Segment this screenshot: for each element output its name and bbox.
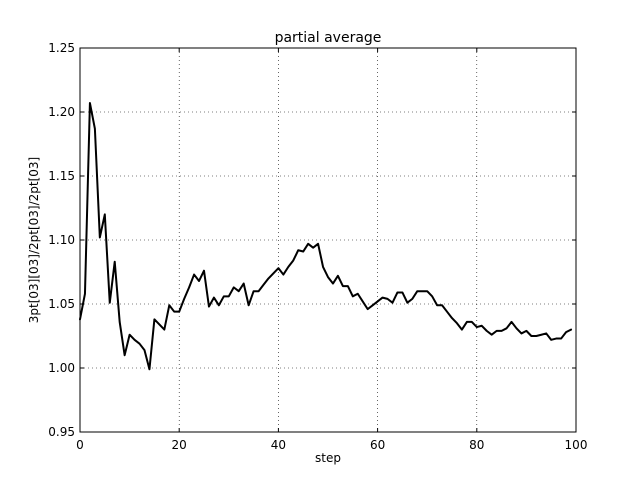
y-tick-label: 1.20 [48,105,75,119]
y-tick-label: 1.10 [48,233,75,247]
y-tick-label: 1.15 [48,169,75,183]
ticks-group: 0 20 40 60 80 100 0.95 1.00 1.05 1.10 1.15 1.20 1.25 [48,41,587,452]
x-tick-label: 60 [370,438,385,452]
y-axis-label: 3pt[03][03]/2pt[03]/2pt[03] [27,157,41,324]
y-tick-label: 1.05 [48,297,75,311]
x-axis-label: step [315,451,341,465]
y-tick-label: 0.95 [48,425,75,439]
x-tick-label: 40 [271,438,286,452]
x-tick-label: 100 [565,438,588,452]
series-group [79,102,573,371]
x-tick-label: 0 [76,438,84,452]
series-line-0 [79,102,573,371]
x-tick-label: 20 [172,438,187,452]
grid-lines [80,48,576,432]
y-tick-label: 1.00 [48,361,75,375]
y-tick-label: 1.25 [48,41,75,55]
chart-title: partial average [275,30,382,46]
x-tick-label: 80 [469,438,484,452]
